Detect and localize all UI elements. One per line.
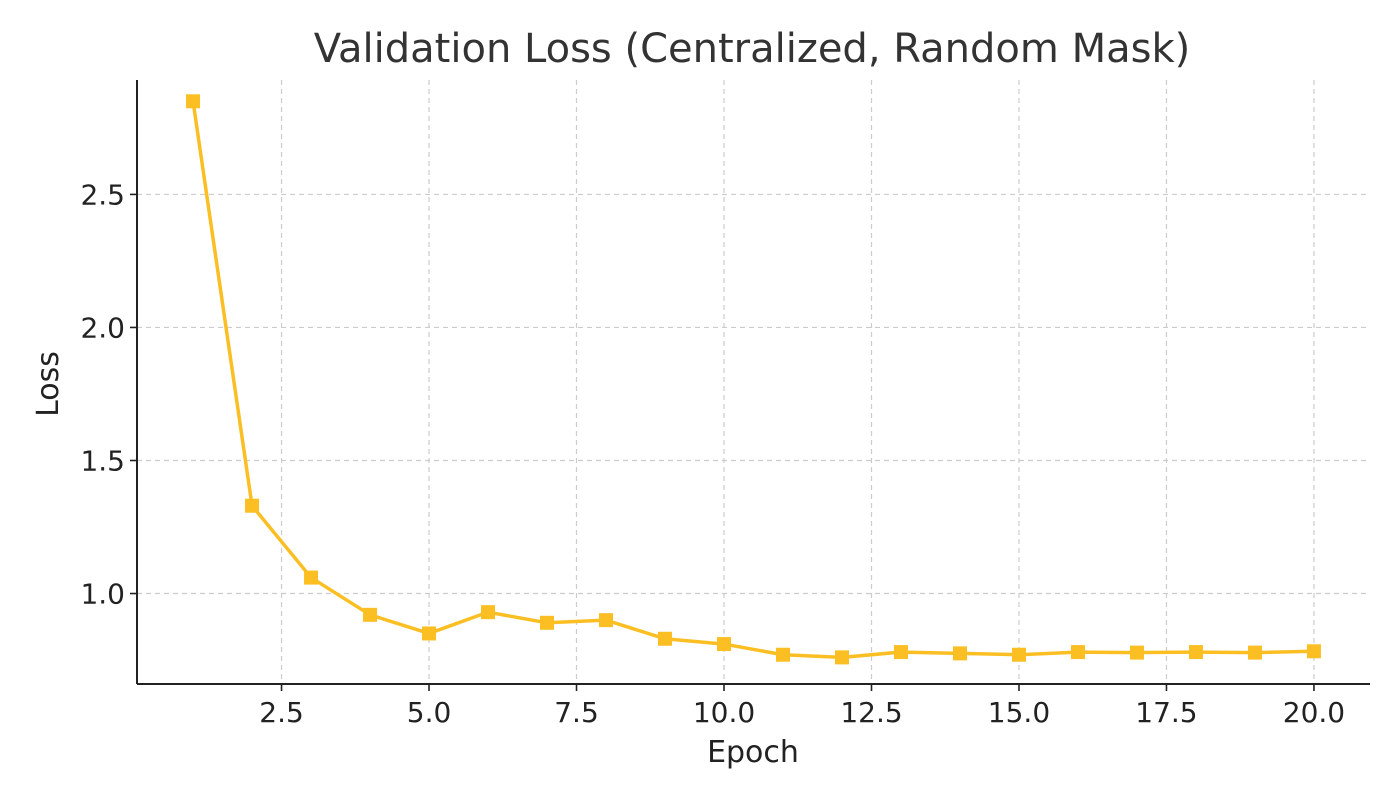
y-tick-label: 2.0 <box>80 311 125 344</box>
chart-title: Validation Loss (Centralized, Random Mas… <box>314 26 1190 72</box>
y-ticks: 1.0 1.5 2.0 2.5 <box>80 178 137 611</box>
x-tick-label: 17.5 <box>1135 696 1197 729</box>
data-point-marker <box>952 646 967 661</box>
data-point-marker <box>186 94 201 109</box>
y-tick-label: 2.5 <box>80 178 125 211</box>
data-point-marker <box>893 645 908 660</box>
data-point-marker <box>540 615 555 630</box>
x-tick-label: 5.0 <box>407 696 452 729</box>
x-ticks: 2.5 5.0 7.5 10.0 12.5 15.0 17.5 20.0 <box>259 684 1345 729</box>
data-point-marker <box>834 650 849 665</box>
data-point-marker <box>245 498 260 513</box>
data-point-marker <box>1129 645 1144 660</box>
y-tick-label: 1.0 <box>80 578 125 611</box>
x-tick-label: 2.5 <box>259 696 304 729</box>
x-tick-label: 10.0 <box>693 696 755 729</box>
x-axis-label: Epoch <box>707 735 799 770</box>
x-tick-label: 12.5 <box>840 696 902 729</box>
data-point-marker <box>481 605 496 620</box>
data-point-marker <box>1188 645 1203 660</box>
x-tick-label: 20.0 <box>1283 696 1345 729</box>
data-point-marker <box>304 570 319 585</box>
data-point-marker <box>775 647 790 662</box>
data-point-marker <box>1247 645 1262 660</box>
x-tick-label: 7.5 <box>554 696 599 729</box>
x-tick-label: 15.0 <box>988 696 1050 729</box>
axes <box>136 80 1370 685</box>
y-tick-label: 1.5 <box>80 444 125 477</box>
series-line <box>191 99 1316 660</box>
data-point-marker <box>1306 644 1321 659</box>
data-point-marker <box>422 626 437 641</box>
data-point-marker <box>363 607 378 622</box>
data-point-marker <box>717 637 732 652</box>
grid <box>137 80 1370 684</box>
data-point-marker <box>1070 645 1085 660</box>
series-group <box>186 94 1321 665</box>
data-point-marker <box>599 613 614 628</box>
y-axis-label: Loss <box>31 351 66 417</box>
data-point-marker <box>658 631 673 646</box>
data-point-marker <box>1011 647 1026 662</box>
